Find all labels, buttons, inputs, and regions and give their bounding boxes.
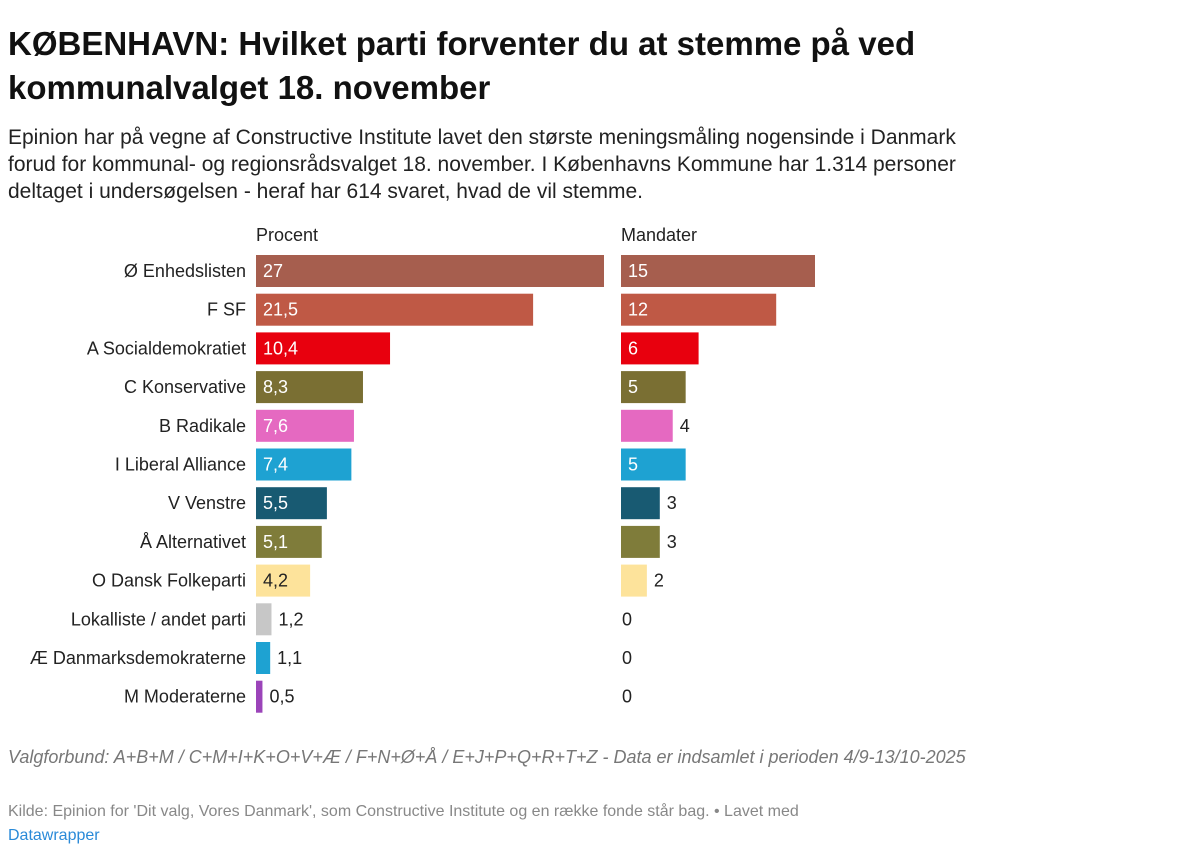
mandater-bar [621,525,660,558]
mandater-value-label: 0 [622,648,632,668]
procent-value-label: 10,4 [263,338,298,358]
procent-value-label: 8,3 [263,377,288,397]
mandater-bar [621,371,686,404]
procent-bar [256,487,327,520]
procent-value-label: 7,6 [263,416,288,436]
mandater-bar [621,409,673,442]
category-label: Å Alternativet [140,532,246,552]
mandater-value-label: 3 [667,532,677,552]
category-label: B Radikale [159,416,246,436]
procent-bar [256,255,604,287]
procent-bar [256,642,271,674]
mandater-bar [621,487,660,520]
mandater-bar [621,448,686,481]
column-header-procent: Procent [256,225,319,245]
chart-subtitle: Epinion har på vegne af Constructive Ins… [8,126,956,203]
procent-value-label: 7,4 [263,455,288,475]
procent-value-label: 0,5 [269,687,294,707]
procent-bar [256,371,363,404]
procent-value-label: 5,1 [263,532,288,552]
mandater-value-label: 3 [667,493,677,513]
category-label: M Moderaterne [124,687,246,707]
mandater-value-label: 12 [628,300,648,320]
chart-notes: Valgforbund: A+B+M / C+M+I+K+O+V+Æ / F+N… [8,747,966,767]
procent-bar [256,564,311,597]
procent-value-label: 21,5 [263,300,298,320]
column-header-mandater: Mandater [621,225,698,245]
category-label: F SF [207,300,246,320]
category-label: C Konservative [124,377,246,397]
procent-value-label: 1,1 [277,648,302,668]
mandater-value-label: 5 [628,455,638,475]
category-label: V Venstre [168,493,246,513]
procent-bar [256,680,263,713]
procent-value-label: 5,5 [263,493,288,513]
chart-title: KØBENHAVN: Hvilket parti forventer du at… [8,25,916,106]
mandater-bar [621,293,777,326]
procent-bar [256,409,354,442]
category-label: Æ Danmarksdemokraterne [30,648,246,668]
mandater-bar [621,255,815,287]
datawrapper-link[interactable]: Datawrapper [8,827,100,844]
category-label: Lokalliste / andet parti [71,609,246,629]
mandater-value-label: 0 [622,609,632,629]
procent-value-label: 1,2 [278,609,303,629]
mandater-value-label: 5 [628,377,638,397]
procent-bar [256,603,272,636]
mandater-value-label: 2 [654,571,664,591]
category-label: A Socialdemokratiet [87,338,246,358]
source-text: Kilde: Epinion for 'Dit valg, Vores Danm… [8,803,799,820]
procent-bar [256,448,352,481]
category-label: O Dansk Folkeparti [92,571,246,591]
mandater-value-label: 0 [622,687,632,707]
procent-bar [256,525,322,558]
procent-value-label: 27 [263,261,283,281]
chart-source: Kilde: Epinion for 'Dit valg, Vores Danm… [8,800,968,848]
mandater-value-label: 4 [680,416,690,436]
category-label: Ø Enhedslisten [124,261,246,281]
procent-bar [256,332,391,365]
mandater-value-label: 15 [628,261,648,281]
category-label: I Liberal Alliance [115,455,246,475]
mandater-bar [621,332,699,365]
mandater-value-label: 6 [628,338,638,358]
mandater-bar [621,564,647,597]
procent-bar [256,293,534,326]
procent-value-label: 4,2 [263,571,288,591]
